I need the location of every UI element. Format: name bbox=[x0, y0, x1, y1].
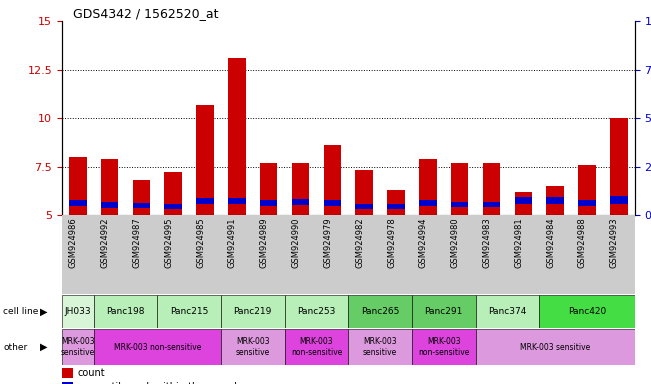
Text: count: count bbox=[78, 368, 105, 378]
Bar bbox=[292, 163, 309, 215]
Bar bbox=[101, 159, 118, 215]
Bar bbox=[387, 190, 405, 215]
Bar bbox=[228, 198, 245, 204]
Bar bbox=[610, 118, 628, 215]
Text: Panc215: Panc215 bbox=[170, 307, 208, 316]
Bar bbox=[158, 295, 221, 328]
Bar bbox=[451, 163, 469, 215]
Bar bbox=[133, 203, 150, 208]
Bar bbox=[62, 295, 94, 328]
Text: GSM924983: GSM924983 bbox=[482, 217, 492, 268]
Text: GSM924988: GSM924988 bbox=[578, 217, 587, 268]
Text: GSM924992: GSM924992 bbox=[101, 217, 109, 268]
Bar bbox=[355, 170, 373, 215]
Text: MRK-003 non-sensitive: MRK-003 non-sensitive bbox=[114, 343, 201, 352]
Text: ▶: ▶ bbox=[40, 306, 48, 316]
Text: Panc374: Panc374 bbox=[488, 307, 527, 316]
Bar bbox=[412, 329, 476, 365]
Bar bbox=[324, 145, 341, 215]
Bar bbox=[476, 329, 635, 365]
Text: GSM924993: GSM924993 bbox=[610, 217, 619, 268]
Bar bbox=[94, 295, 158, 328]
Bar bbox=[101, 202, 118, 208]
Bar bbox=[284, 295, 348, 328]
Text: GSM924991: GSM924991 bbox=[228, 217, 237, 268]
Text: Panc219: Panc219 bbox=[234, 307, 272, 316]
Bar bbox=[387, 204, 405, 209]
Bar bbox=[578, 200, 596, 206]
Bar bbox=[292, 199, 309, 205]
Text: ▶: ▶ bbox=[40, 342, 48, 352]
Text: GSM924984: GSM924984 bbox=[546, 217, 555, 268]
Text: GSM924995: GSM924995 bbox=[164, 217, 173, 268]
Text: GSM924986: GSM924986 bbox=[69, 217, 77, 268]
Bar bbox=[197, 198, 214, 204]
Text: GSM924980: GSM924980 bbox=[450, 217, 460, 268]
Bar bbox=[221, 329, 284, 365]
Text: JH033: JH033 bbox=[64, 307, 91, 316]
Bar bbox=[94, 329, 221, 365]
Bar bbox=[514, 197, 532, 204]
Text: GSM924990: GSM924990 bbox=[292, 217, 301, 268]
Text: GSM924989: GSM924989 bbox=[260, 217, 269, 268]
Text: Panc253: Panc253 bbox=[298, 307, 336, 316]
Text: MRK-003
sensitive: MRK-003 sensitive bbox=[61, 338, 95, 357]
Text: GSM924978: GSM924978 bbox=[387, 217, 396, 268]
Text: GDS4342 / 1562520_at: GDS4342 / 1562520_at bbox=[74, 7, 219, 20]
Bar bbox=[69, 157, 87, 215]
Bar bbox=[284, 329, 348, 365]
Bar bbox=[324, 200, 341, 206]
Bar bbox=[228, 58, 245, 215]
Bar bbox=[62, 215, 635, 294]
Text: cell line: cell line bbox=[3, 307, 38, 316]
Bar bbox=[419, 200, 437, 206]
Text: MRK-003
sensitive: MRK-003 sensitive bbox=[236, 338, 270, 357]
Bar bbox=[539, 295, 635, 328]
Text: GSM924982: GSM924982 bbox=[355, 217, 364, 268]
Text: GSM924987: GSM924987 bbox=[132, 217, 141, 268]
Bar bbox=[451, 202, 469, 207]
Bar bbox=[260, 200, 277, 206]
Bar bbox=[348, 295, 412, 328]
Bar bbox=[133, 180, 150, 215]
Bar bbox=[197, 104, 214, 215]
Bar bbox=[546, 197, 564, 204]
Bar bbox=[165, 204, 182, 209]
Bar bbox=[62, 368, 74, 378]
Bar bbox=[476, 295, 539, 328]
Text: MRK-003 sensitive: MRK-003 sensitive bbox=[520, 343, 590, 352]
Bar bbox=[348, 329, 412, 365]
Text: other: other bbox=[3, 343, 27, 352]
Text: GSM924985: GSM924985 bbox=[196, 217, 205, 268]
Bar bbox=[260, 163, 277, 215]
Bar bbox=[221, 295, 284, 328]
Text: Panc265: Panc265 bbox=[361, 307, 399, 316]
Bar bbox=[610, 196, 628, 204]
Bar bbox=[419, 159, 437, 215]
Bar bbox=[165, 172, 182, 215]
Text: GSM924979: GSM924979 bbox=[324, 217, 333, 268]
Text: Panc198: Panc198 bbox=[106, 307, 145, 316]
Bar bbox=[62, 329, 94, 365]
Bar bbox=[514, 192, 532, 215]
Bar bbox=[483, 202, 500, 207]
Bar bbox=[62, 382, 74, 384]
Bar bbox=[355, 204, 373, 209]
Text: Panc420: Panc420 bbox=[568, 307, 606, 316]
Text: MRK-003
sensitive: MRK-003 sensitive bbox=[363, 338, 397, 357]
Text: Panc291: Panc291 bbox=[424, 307, 463, 316]
Bar bbox=[412, 295, 476, 328]
Bar bbox=[69, 200, 87, 206]
Bar bbox=[483, 163, 500, 215]
Bar bbox=[546, 186, 564, 215]
Text: MRK-003
non-sensitive: MRK-003 non-sensitive bbox=[291, 338, 342, 357]
Bar bbox=[578, 165, 596, 215]
Text: GSM924994: GSM924994 bbox=[419, 217, 428, 268]
Text: percentile rank within the sample: percentile rank within the sample bbox=[78, 382, 243, 384]
Text: GSM924981: GSM924981 bbox=[514, 217, 523, 268]
Text: MRK-003
non-sensitive: MRK-003 non-sensitive bbox=[418, 338, 469, 357]
